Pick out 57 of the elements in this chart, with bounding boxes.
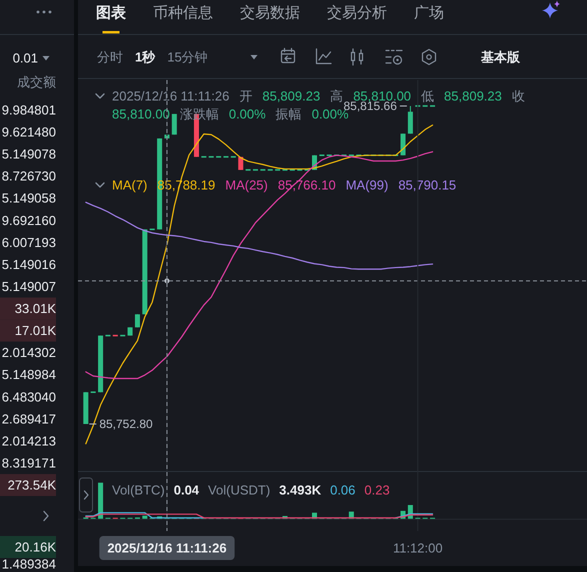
text: 20.16K (14, 540, 56, 554)
info-text: 收 (512, 88, 525, 104)
axis-tag: 2025/12/16 11:11:26 (99, 536, 235, 560)
indicator-legend-text: Vol(USDT) (208, 482, 270, 498)
legend-value: 85,790.15 (398, 178, 456, 192)
info-text: 涨跌幅 (180, 106, 219, 122)
text: 交易数据 (240, 4, 300, 22)
text: 基本版 (480, 50, 521, 64)
info-text: 85,809.23 (444, 88, 502, 104)
indicator-legend-text: 3.493K (279, 482, 322, 498)
x-tick-label: 2025/12/16 11:11:26 (107, 540, 227, 556)
text: 5.149058 (2, 190, 56, 206)
text: 9.621480 (2, 124, 56, 140)
x-tick-label: 11:12:00 (392, 540, 443, 556)
info-text: 低 (421, 88, 434, 104)
indicator-legend-text: Vol(BTC) (112, 482, 165, 498)
text: 273.54K (8, 478, 56, 493)
text: 6.483040 (2, 389, 56, 404)
text: 币种信息 (153, 4, 213, 22)
legend-label: MA(7) (112, 178, 148, 192)
text: 9.692160 (2, 212, 56, 228)
text: 1秒 (135, 50, 156, 64)
text: 17.01K (14, 323, 56, 338)
text: 9.984801 (2, 102, 56, 118)
text: 5.148984 (2, 367, 56, 382)
text: 2.014213 (2, 433, 56, 448)
info-text: 高 (330, 88, 344, 104)
indicator-legend-text: 0.23 (364, 482, 390, 498)
text: 15分钟 (167, 50, 208, 64)
text: 5.149016 (2, 256, 56, 272)
text: 8.319171 (2, 455, 56, 470)
text: 5.149078 (2, 146, 56, 162)
info-text: 开 (239, 88, 252, 104)
annotation: 85,752.80 (99, 417, 154, 431)
info-text: 0.00% (228, 106, 266, 122)
text: 6.007193 (2, 234, 56, 250)
text: 2.689417 (2, 411, 56, 426)
text: 2.014302 (2, 345, 56, 360)
text: 分时 (97, 50, 123, 64)
text: 5.149007 (2, 278, 56, 294)
text: 0.01 (12, 50, 38, 66)
extreme-label: 85,752.80 (88, 417, 153, 431)
info-text: 振幅 (276, 106, 302, 122)
text: 图表 (96, 4, 127, 22)
legend-label: MA(99) (346, 178, 388, 192)
indicator-legend-text: 0.04 (174, 482, 200, 498)
text: 交易分析 (327, 4, 387, 22)
text: 广场 (414, 4, 444, 22)
text: 1.489384 (2, 556, 56, 572)
indicator-legend-text: 0.06 (330, 482, 356, 498)
text: 8.726730 (2, 168, 56, 184)
text: 33.01K (14, 301, 56, 316)
info-text: 85,809.23 (262, 88, 320, 104)
info-text: 85,810.00 (112, 106, 170, 122)
legend-label: MA(25) (225, 178, 268, 192)
info-text: 2025/12/16 11:11:26 (112, 88, 230, 104)
text: 成交额 (17, 74, 56, 90)
